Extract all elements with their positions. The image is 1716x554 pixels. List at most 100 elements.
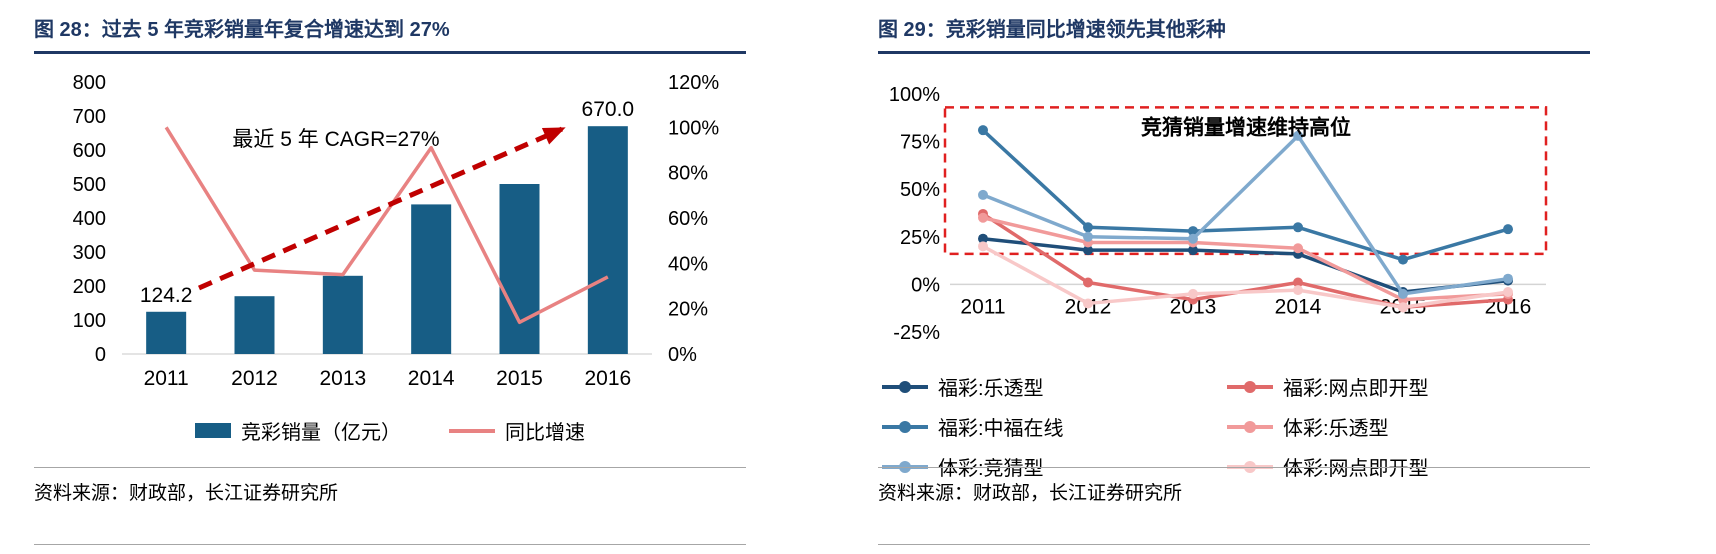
- series-marker: [1188, 233, 1198, 244]
- right-axis-tick-label: 80%: [668, 163, 708, 185]
- series-marker: [1503, 273, 1513, 284]
- series-marker: [978, 241, 988, 252]
- series-marker: [1293, 222, 1303, 233]
- marker-dot: [1244, 380, 1256, 393]
- figure-28-source: 资料来源：财政部，长江证券研究所: [34, 483, 339, 504]
- legend-label: 福彩:中福在线: [938, 418, 1064, 440]
- series-marker: [1188, 288, 1198, 299]
- x-axis-label: 2014: [408, 367, 455, 390]
- x-axis-label: 2016: [584, 367, 631, 390]
- legend-item: 体彩:竞猜型: [882, 452, 1227, 481]
- y-axis-tick-label: 50%: [900, 179, 940, 201]
- right-axis-tick-label: 100%: [668, 117, 719, 139]
- x-axis-label: 2014: [1275, 295, 1322, 318]
- marker-dot: [899, 460, 911, 473]
- legend-item: 体彩:网点即开型: [1227, 452, 1572, 481]
- figure-28-source-row: 资料来源：财政部，长江证券研究所: [34, 467, 746, 545]
- x-axis-label: 2013: [1170, 295, 1217, 318]
- figure-29-panel: 图 29：竞彩销量同比增速领先其他彩种 100% 75% 50% 25% 0% -25% 2…: [878, 0, 1590, 554]
- y-axis-tick-label: -25%: [893, 322, 940, 344]
- legend-label: 竞彩销量（亿元）: [241, 422, 401, 444]
- x-axis-label: 2013: [319, 367, 366, 390]
- series-marker: [1293, 243, 1303, 254]
- legend-item: 体彩:乐透型: [1227, 412, 1572, 441]
- line-marker-swatch: [1227, 460, 1273, 473]
- series-marker: [1293, 285, 1303, 296]
- bar-value-label: 670.0: [582, 98, 635, 121]
- bar-value-label: 124.2: [140, 284, 193, 307]
- series-marker: [1503, 287, 1513, 298]
- left-axis-tick-label: 500: [73, 174, 106, 196]
- figure-28-legend: 竞彩销量（亿元） 同比增速: [34, 416, 746, 445]
- marker-dot: [1244, 420, 1256, 433]
- left-axis-tick-label: 400: [73, 208, 106, 230]
- series-marker: [978, 233, 988, 244]
- legend-item: 同比增速: [449, 416, 585, 445]
- left-axis-tick-label: 200: [73, 276, 106, 298]
- yoy-growth-line: [164, 126, 609, 325]
- line-marker-swatch: [882, 380, 928, 393]
- legend-label: 体彩:竞猜型: [938, 458, 1044, 480]
- bar-legend-swatch: [195, 423, 231, 438]
- figure-29-chart: 100%75%50%25%0%-25%201120122013201420152…: [889, 84, 1548, 344]
- legend-label: 体彩:网点即开型: [1283, 458, 1429, 480]
- series-marker: [978, 125, 988, 136]
- marker-dot: [899, 420, 911, 433]
- marker-dot: [899, 380, 911, 393]
- cagr-trend-arrow: [197, 126, 566, 291]
- series-marker: [1398, 288, 1408, 299]
- series-marker: [978, 212, 988, 223]
- x-axis-label: 2012: [231, 367, 278, 390]
- series-line: [982, 216, 1509, 302]
- legend-label: 体彩:乐透型: [1283, 418, 1389, 440]
- figure-28-title: 图 28：过去 5 年竞彩销量年复合增速达到 27%: [34, 13, 746, 54]
- figure-29-legend: 福彩:乐透型 福彩:网点即开型福彩:中福在线 体彩:乐透型体彩:竞猜型 体彩:网点即开…: [878, 372, 1590, 481]
- highlight-box: [943, 106, 1548, 256]
- right-axis-tick-label: 0%: [668, 344, 697, 366]
- x-axis-label: 2011: [960, 295, 1005, 318]
- figure-29-source: 资料来源：财政部，长江证券研究所: [878, 483, 1183, 504]
- series-line: [982, 244, 1509, 309]
- legend-item: 福彩:中福在线: [882, 412, 1227, 441]
- figure-29-title: 图 29：竞彩销量同比增速领先其他彩种: [878, 13, 1590, 54]
- cagr-annotation: 最近 5 年 CAGR=27%: [232, 128, 439, 151]
- left-axis-tick-label: 300: [73, 242, 106, 264]
- left-axis-tick-label: 800: [73, 72, 106, 94]
- figure-28-chart-area: 0 100 200 300 400 500 600 700 800 0% 20% 40% 60% 80% 1…: [34, 62, 746, 445]
- left-axis-tick-label: 100: [73, 310, 106, 332]
- legend-item: 福彩:网点即开型: [1227, 372, 1572, 401]
- series-marker: [978, 189, 988, 200]
- figure-28-panel: 图 28：过去 5 年竞彩销量年复合增速达到 27% 0 100 200 300 400…: [34, 0, 746, 554]
- highlight-annotation: 竞猜销量增速维持高位: [1141, 115, 1351, 139]
- x-axis-label: 2015: [496, 367, 543, 390]
- series-marker: [1083, 277, 1093, 288]
- y-axis-tick-label: 100%: [889, 84, 940, 106]
- figure-29-source-row: 资料来源：财政部，长江证券研究所: [878, 467, 1590, 545]
- series-line: [982, 134, 1509, 296]
- y-axis-tick-label: 75%: [900, 132, 940, 154]
- series-marker: [1083, 222, 1093, 233]
- figure-28-chart: 0 100 200 300 400 500 600 700 800 0% 20% 40% 60% 80% 1…: [73, 72, 720, 390]
- left-axis-tick-label: 700: [73, 106, 106, 128]
- series-marker: [1293, 130, 1303, 141]
- legend-item: 竞彩销量（亿元）: [195, 416, 401, 445]
- series-marker: [1083, 245, 1093, 256]
- series-marker: [1293, 277, 1303, 288]
- left-axis-tick-label: 600: [73, 140, 106, 162]
- series-marker: [1503, 224, 1513, 235]
- y-axis-tick-label: 0%: [911, 274, 940, 296]
- left-axis-tick-label: 0: [95, 344, 106, 366]
- line-marker-swatch: [882, 460, 928, 473]
- series-marker: [1083, 231, 1093, 242]
- legend-item: 福彩:乐透型: [882, 372, 1227, 401]
- marker-dot: [1244, 460, 1256, 473]
- series-marker: [1188, 226, 1198, 237]
- figure-29-chart-area: 100%75%50%25%0%-25%201120122013201420152…: [878, 64, 1590, 481]
- line-marker-swatch: [882, 420, 928, 433]
- sales-bar: [499, 184, 540, 354]
- series-line: [981, 128, 1509, 262]
- right-axis-tick-label: 120%: [668, 72, 719, 94]
- series-marker: [1083, 298, 1093, 309]
- line-marker-swatch: [1227, 420, 1273, 433]
